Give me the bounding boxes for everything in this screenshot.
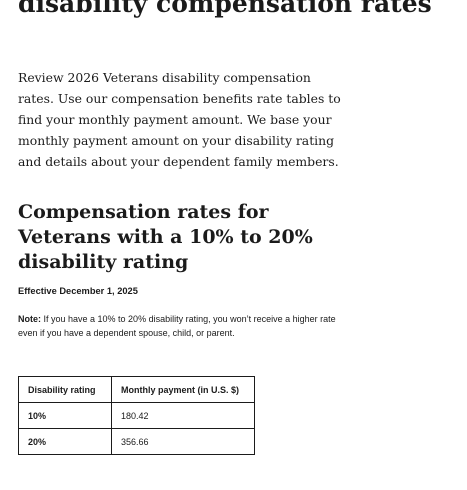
payment-cell: 180.42 — [111, 402, 255, 429]
payment-cell: 356.66 — [111, 428, 255, 455]
rating-cell: 10% — [18, 402, 112, 429]
header-disability-rating: Disability rating — [18, 376, 112, 403]
table-row: 20% 356.66 — [18, 428, 255, 455]
intro-paragraph: Review 2026 Veterans disability compensa… — [18, 70, 341, 169]
rating-cell: 20% — [18, 428, 112, 455]
table-header-row: Disability rating Monthly payment (in U.… — [18, 376, 255, 403]
section-title: Compensation rates for Veterans with a 1… — [18, 201, 313, 273]
rates-table: Disability rating Monthly payment (in U.… — [18, 376, 255, 455]
header-monthly-payment: Monthly payment (in U.S. $) — [111, 376, 255, 403]
note-paragraph: Note: If you have a 10% to 20% disabilit… — [18, 312, 348, 340]
table-row: 10% 180.42 — [18, 402, 255, 429]
note-label: Note: — [18, 314, 41, 324]
note-text: If you have a 10% to 20% disability rati… — [18, 314, 336, 338]
effective-date: Effective December 1, 2025 — [18, 286, 138, 296]
page-title: disability compensation rates — [18, 0, 432, 18]
